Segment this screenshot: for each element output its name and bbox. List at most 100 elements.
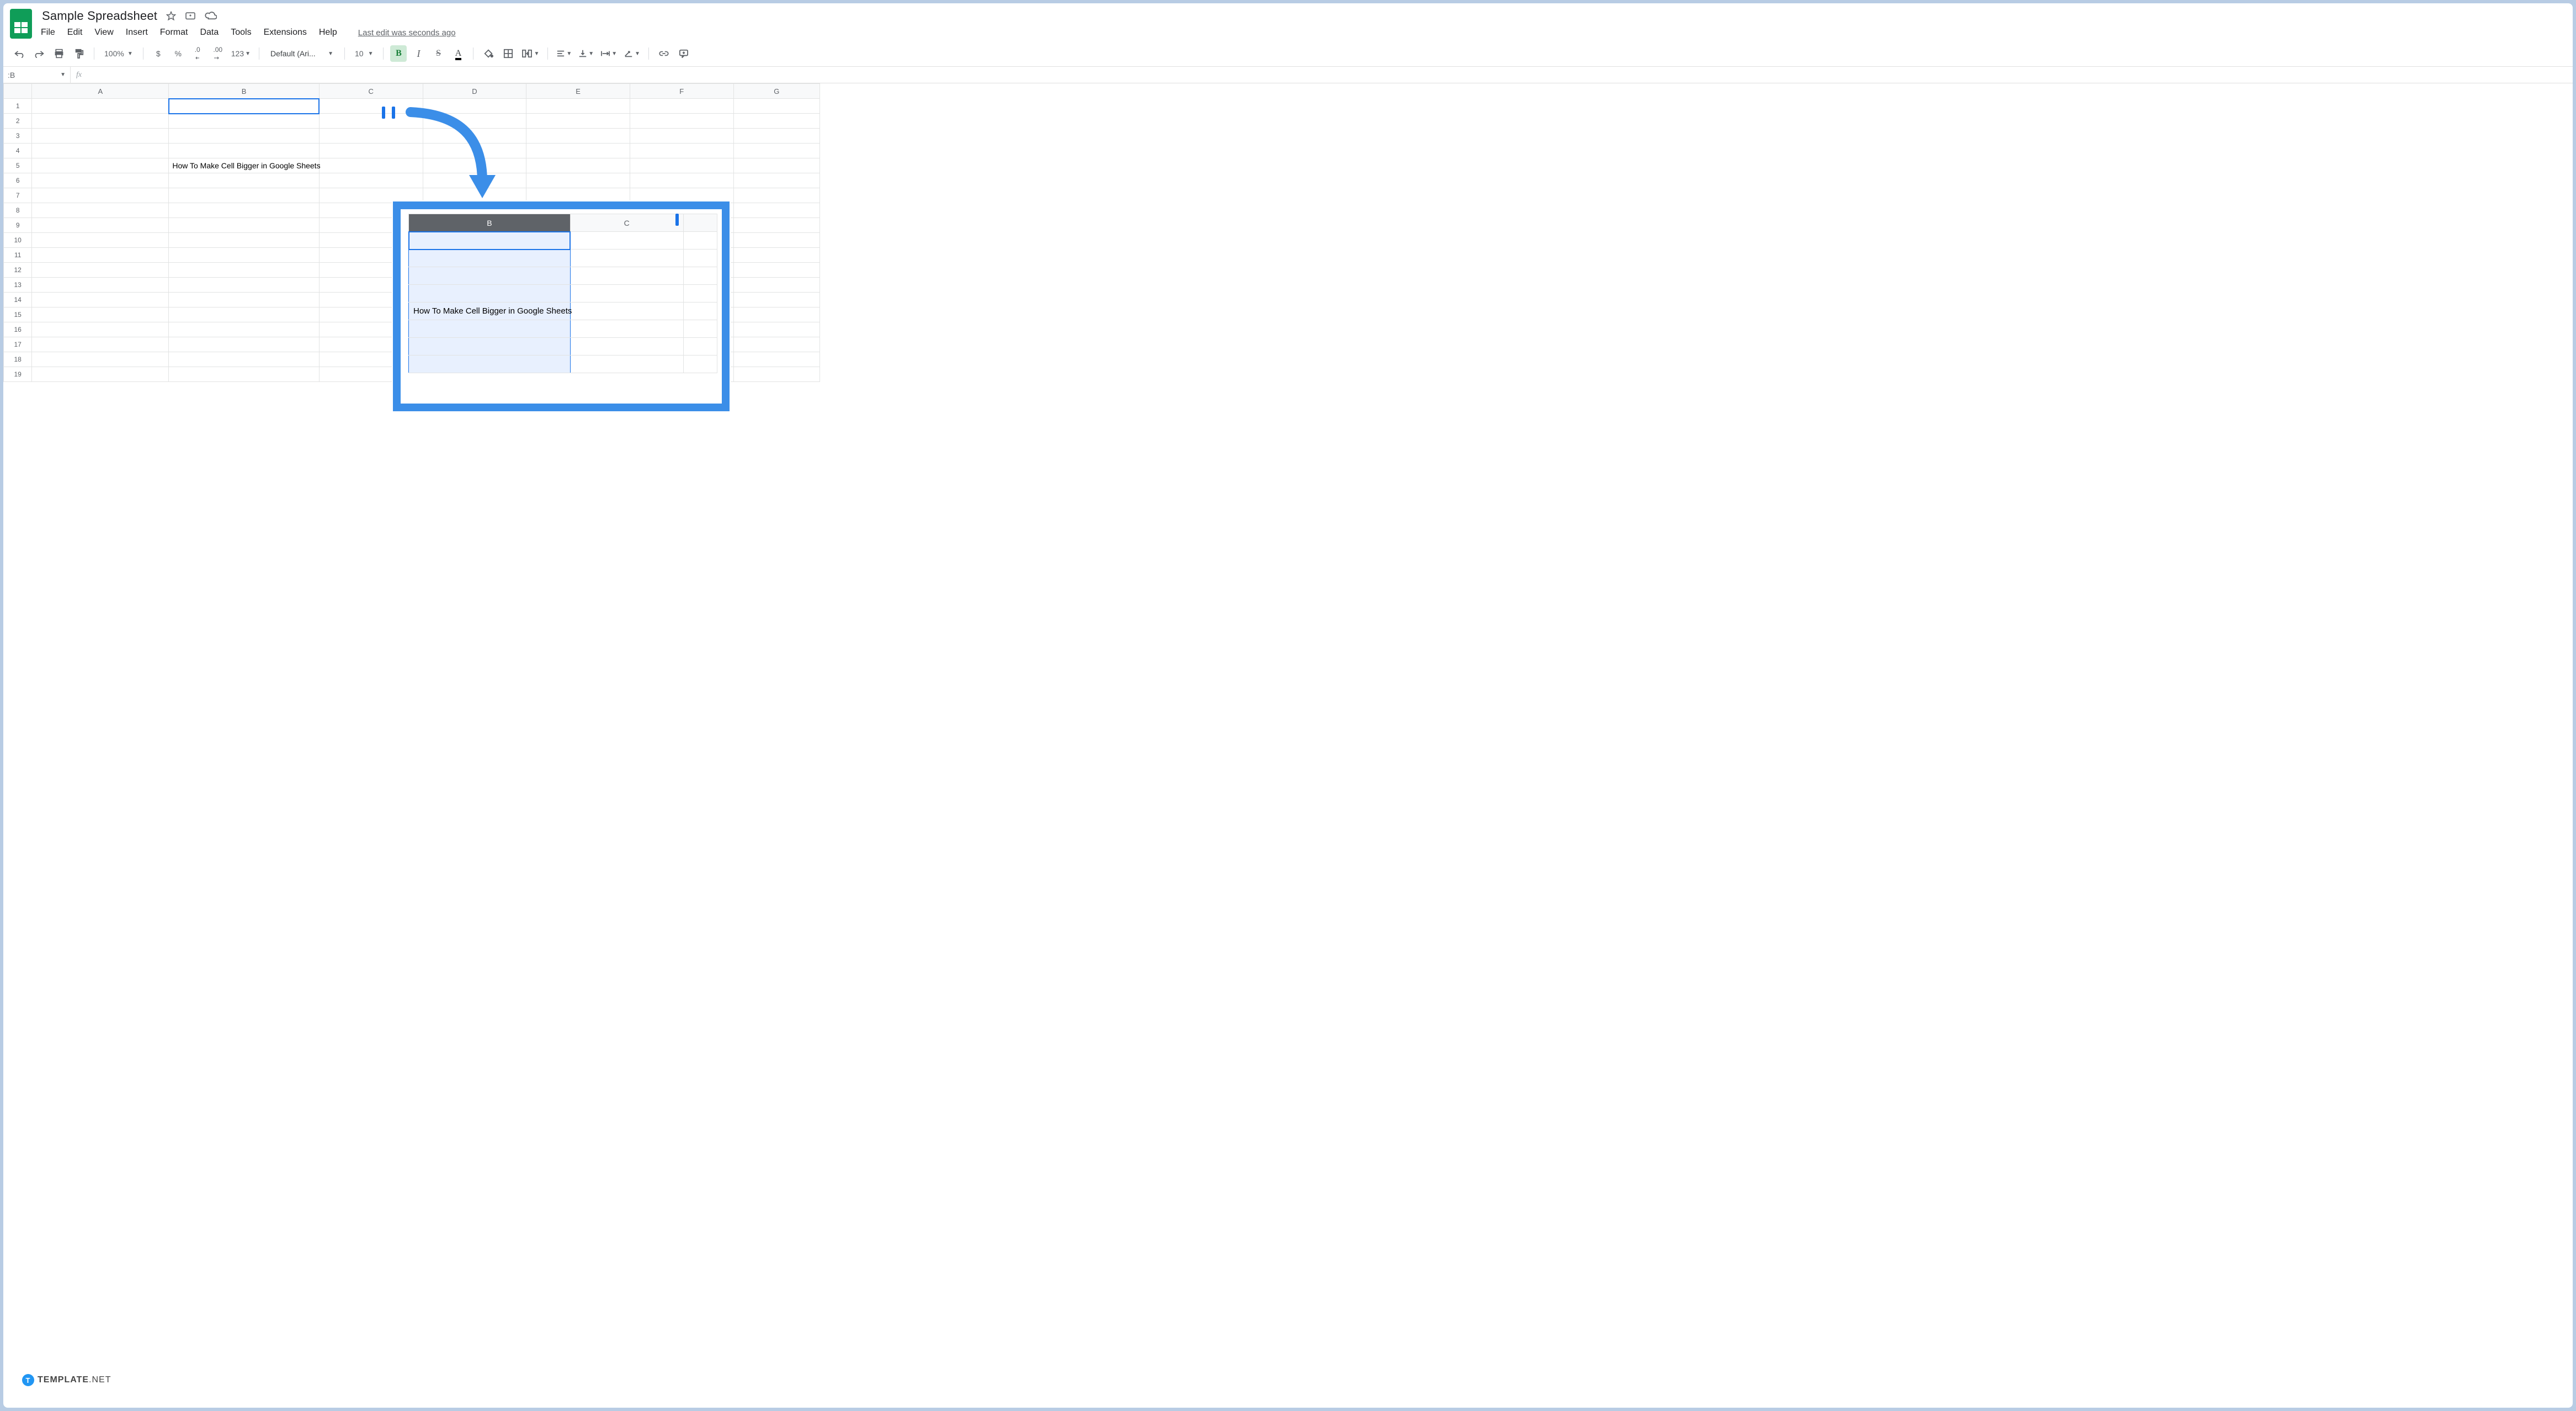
format-currency-button[interactable]: $ [150,45,167,62]
undo-icon[interactable] [11,45,28,62]
select-all-corner[interactable] [4,84,32,99]
cell[interactable] [32,263,169,278]
cell[interactable] [409,232,571,250]
name-box[interactable]: :B ▼ [3,67,71,83]
cell-with-text[interactable]: How To Make Cell Bigger in Google Sheets [169,158,320,173]
cell[interactable] [733,203,819,218]
cell[interactable] [733,173,819,188]
col-header-selected[interactable]: B [409,214,571,232]
cell[interactable] [32,307,169,322]
row-header[interactable]: 15 [4,307,32,322]
col-header[interactable]: F [630,84,733,99]
row-header[interactable]: 8 [4,203,32,218]
row-header[interactable]: 4 [4,144,32,158]
cell[interactable] [630,158,733,173]
cell[interactable] [733,158,819,173]
cell[interactable] [409,250,571,267]
cell[interactable] [526,99,630,114]
column-resize-guide[interactable] [382,107,385,119]
cell[interactable] [409,356,571,373]
cell[interactable] [32,278,169,293]
cell[interactable] [169,114,320,129]
cell[interactable] [32,158,169,173]
cell[interactable] [733,278,819,293]
v-align-dropdown[interactable]: ▼ [577,45,595,62]
cell[interactable] [733,188,819,203]
print-icon[interactable] [51,45,67,62]
row-header[interactable]: 5 [4,158,32,173]
cell[interactable] [630,99,733,114]
cell[interactable] [32,248,169,263]
cell[interactable] [169,278,320,293]
doc-title[interactable]: Sample Spreadsheet [41,8,158,24]
strikethrough-button[interactable]: S [430,45,446,62]
column-resize-guide[interactable] [392,107,395,119]
text-color-button[interactable]: A [450,45,466,62]
cloud-status-icon[interactable] [205,11,217,21]
format-percent-button[interactable]: % [170,45,187,62]
cell[interactable] [733,218,819,233]
cell[interactable] [733,367,819,382]
cell[interactable] [526,173,630,188]
cell[interactable] [733,307,819,322]
redo-icon[interactable] [31,45,47,62]
cell[interactable] [630,144,733,158]
cell[interactable] [733,293,819,307]
cell[interactable] [526,144,630,158]
cell[interactable] [32,114,169,129]
cell[interactable] [733,322,819,337]
cell[interactable] [409,285,571,303]
cell[interactable] [169,248,320,263]
cell[interactable] [526,114,630,129]
cell[interactable] [32,337,169,352]
cell[interactable] [409,338,571,356]
cell[interactable] [733,337,819,352]
paint-format-icon[interactable] [71,45,87,62]
cell[interactable] [169,307,320,322]
cell[interactable] [733,129,819,144]
cell[interactable] [733,114,819,129]
cell[interactable] [32,367,169,382]
cell[interactable] [526,188,630,203]
bold-button[interactable]: B [390,45,407,62]
row-header[interactable]: 6 [4,173,32,188]
cell[interactable] [630,188,733,203]
menu-extensions[interactable]: Extensions [264,28,307,38]
menu-data[interactable]: Data [200,28,219,38]
row-header[interactable]: 12 [4,263,32,278]
row-header[interactable]: 18 [4,352,32,367]
cell[interactable] [32,352,169,367]
zoom-dropdown[interactable]: 100% ▼ [101,45,136,62]
font-size-dropdown[interactable]: 10 ▼ [352,45,376,62]
cell[interactable] [683,232,717,250]
cell[interactable] [733,263,819,278]
wrap-dropdown[interactable]: ▼ [599,45,619,62]
star-icon[interactable] [166,11,176,21]
cell[interactable] [32,203,169,218]
cell[interactable] [169,203,320,218]
merge-cells-dropdown[interactable]: ▼ [520,45,541,62]
cell[interactable] [169,337,320,352]
cell[interactable] [409,267,571,285]
cell[interactable] [630,114,733,129]
row-header[interactable]: 14 [4,293,32,307]
move-icon[interactable] [185,11,196,21]
menu-insert[interactable]: Insert [126,28,148,38]
cell[interactable] [733,352,819,367]
row-header[interactable]: 7 [4,188,32,203]
row-header[interactable]: 2 [4,114,32,129]
increase-decimal-button[interactable]: .00 [210,45,226,62]
last-edit-link[interactable]: Last edit was seconds ago [358,28,456,38]
menu-format[interactable]: Format [160,28,188,38]
row-header[interactable]: 9 [4,218,32,233]
cell[interactable] [32,173,169,188]
cell[interactable] [733,144,819,158]
row-header[interactable]: 19 [4,367,32,382]
col-header[interactable]: G [733,84,819,99]
cell[interactable] [169,293,320,307]
cell[interactable] [169,263,320,278]
row-header[interactable]: 13 [4,278,32,293]
col-header[interactable]: C [319,84,423,99]
cell[interactable] [733,99,819,114]
rotate-dropdown[interactable]: ▼ [622,45,642,62]
